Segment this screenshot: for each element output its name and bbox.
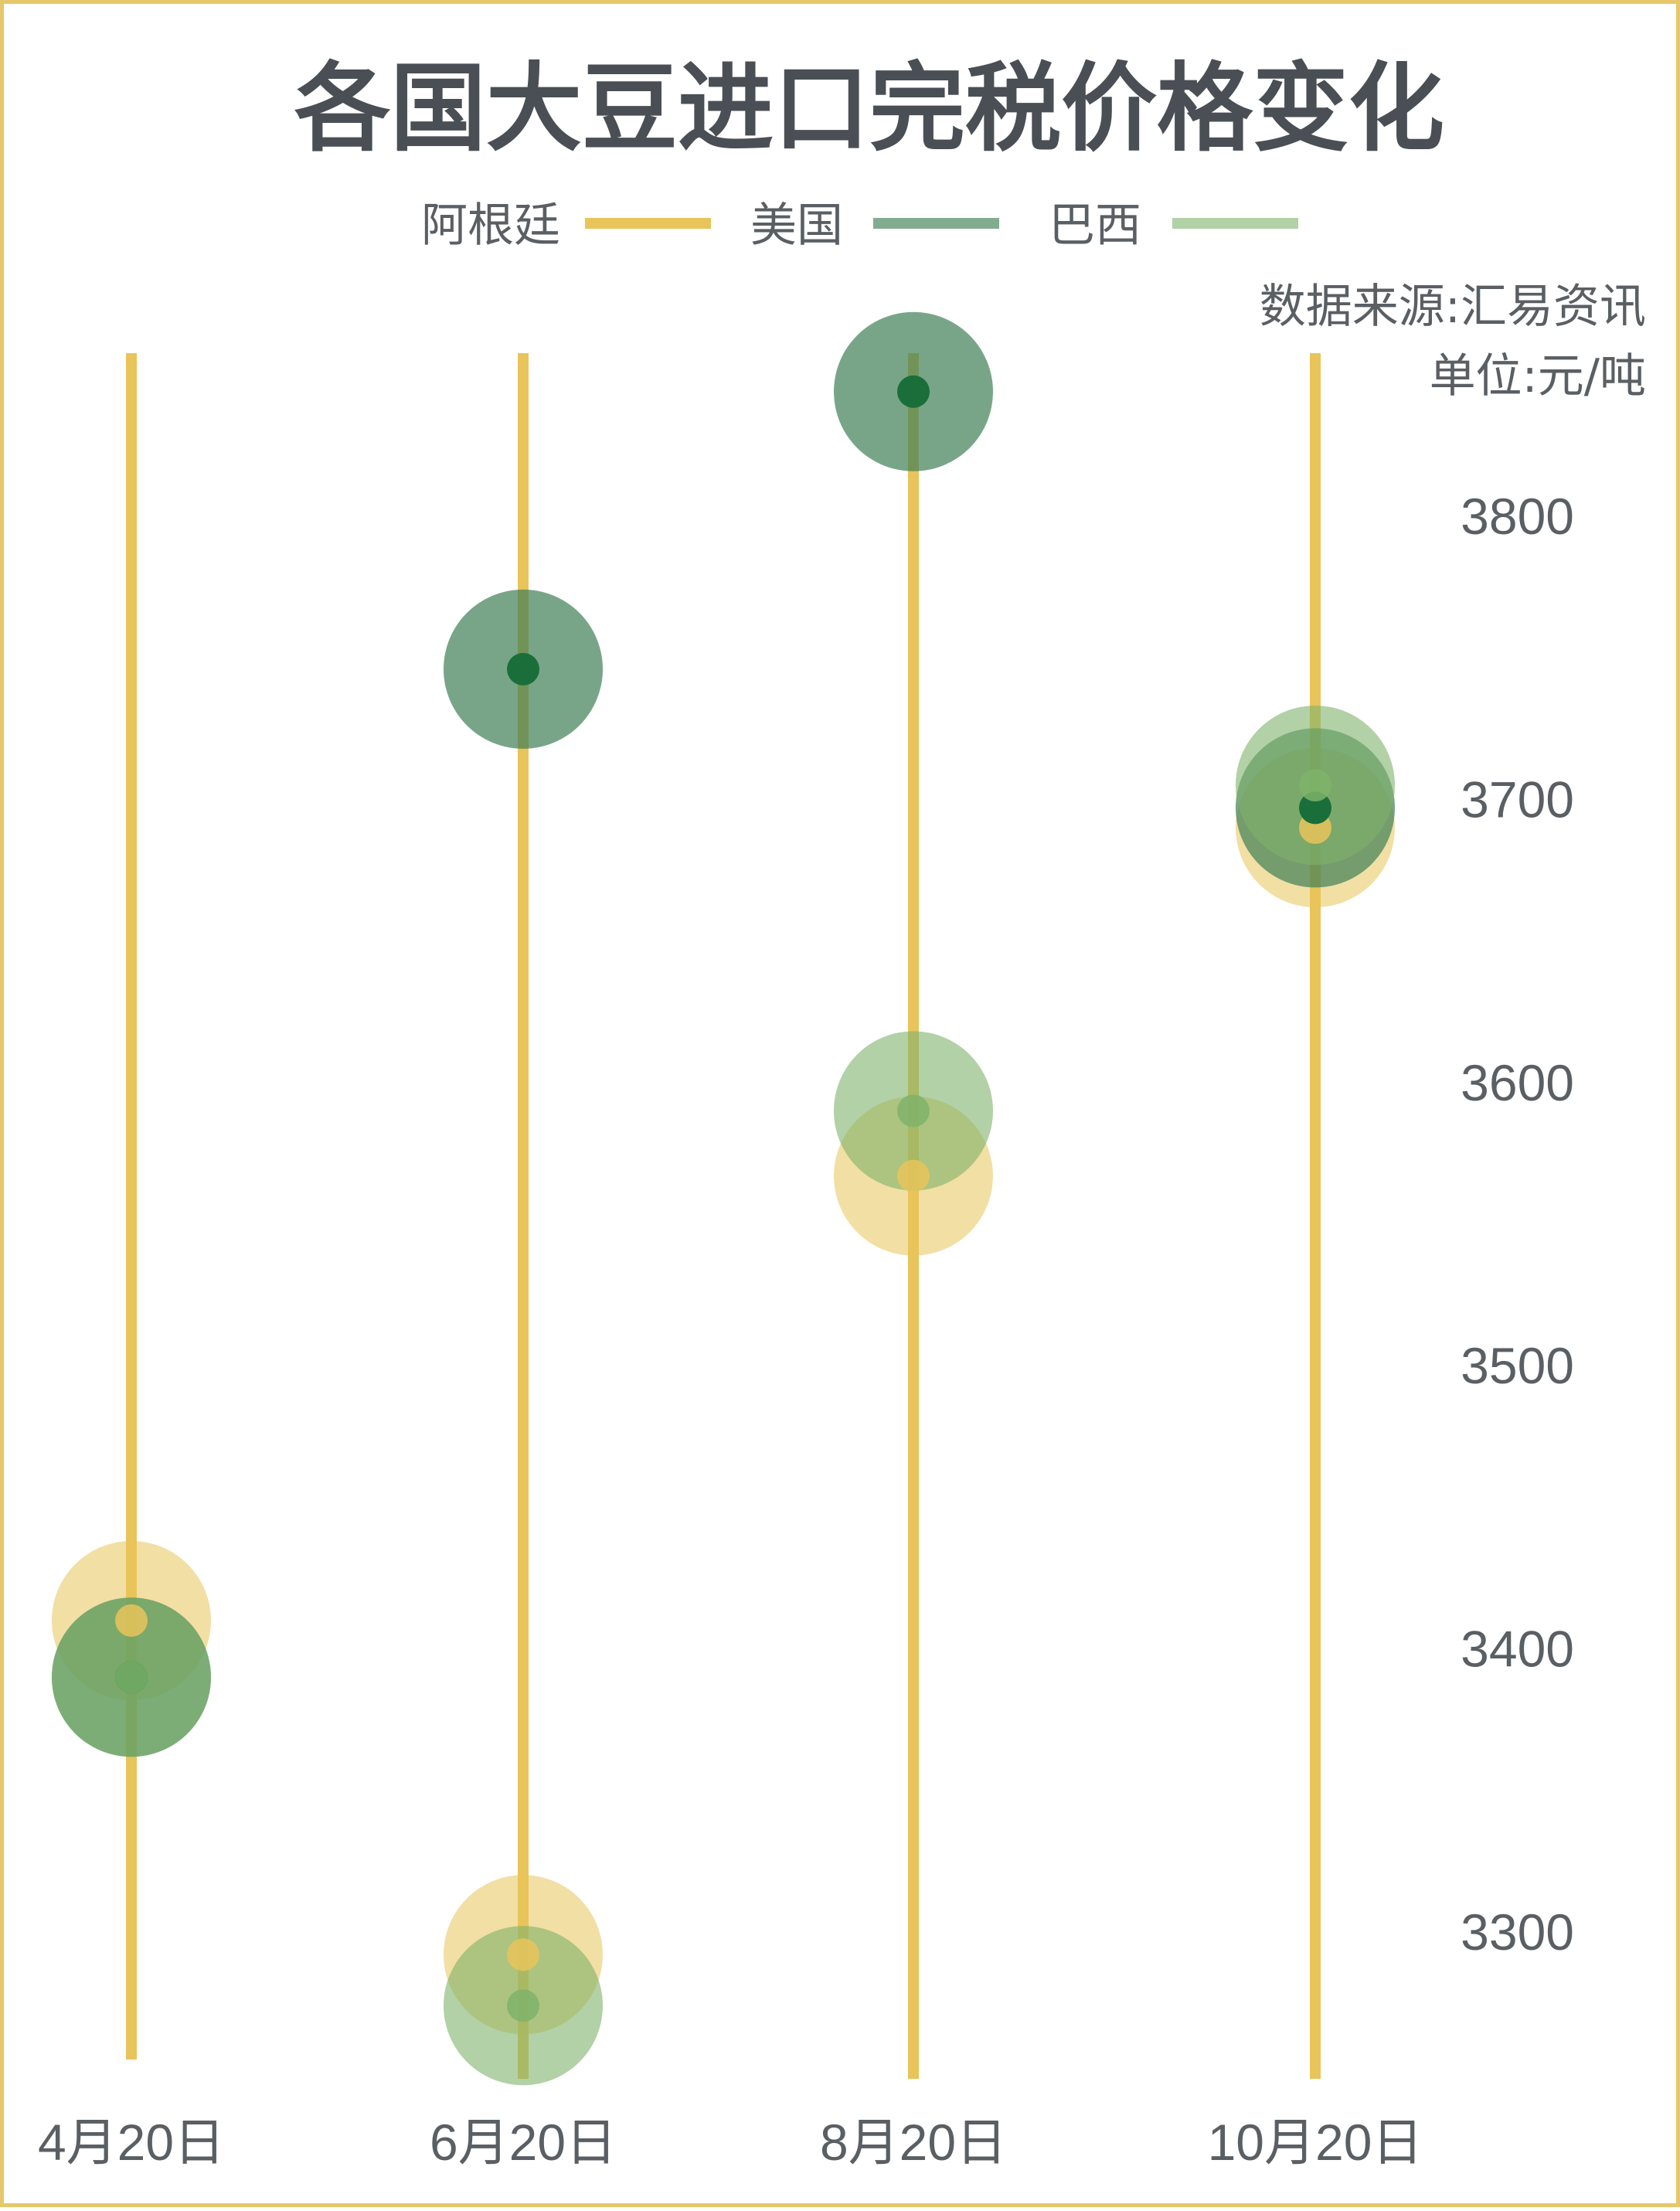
x-tick-label-0: 4月20日	[38, 2114, 225, 2171]
unit-note: 单位:元/吨	[1430, 349, 1646, 403]
chart-title: 各国大豆进口完税价格变化	[294, 53, 1444, 165]
x-axis-ticks: 4月20日 6月20日 8月20日 10月20日	[38, 2114, 1423, 2171]
point-2-0	[115, 1661, 148, 1694]
legend-label-brazil: 巴西	[1049, 199, 1141, 253]
category-stems	[126, 353, 1321, 2079]
point-1-1	[507, 652, 539, 685]
point-2-3	[1299, 769, 1331, 802]
x-tick-label-2: 8月20日	[820, 2114, 1007, 2171]
y-tick-label-3: 3600	[1461, 1054, 1574, 1111]
y-tick-label-5: 3800	[1461, 488, 1574, 545]
point-1-2	[897, 375, 930, 408]
y-tick-label-2: 3500	[1461, 1337, 1574, 1394]
point-2-1	[507, 1989, 539, 2022]
point-2-2	[897, 1094, 930, 1128]
point-0-2	[897, 1159, 930, 1192]
legend: 阿根廷 美国 巴西	[421, 199, 1298, 253]
y-tick-label-0: 3300	[1461, 1903, 1574, 1961]
legend-label-usa: 美国	[750, 199, 843, 253]
y-tick-label-1: 3400	[1461, 1621, 1574, 1678]
point-1-3	[1299, 791, 1331, 825]
x-tick-label-1: 6月20日	[430, 2114, 617, 2171]
chart-canvas: 各国大豆进口完税价格变化 阿根廷 美国 巴西 数据来源:汇易资讯 单位:元/吨 …	[38, 53, 1646, 2171]
point-0-1	[507, 1938, 539, 1971]
y-tick-label-4: 3700	[1461, 770, 1574, 828]
data-bubbles	[52, 311, 1395, 2086]
x-tick-label-3: 10月20日	[1208, 2114, 1423, 2171]
point-0-0	[115, 1604, 148, 1637]
source-note: 数据来源:汇易资讯	[1260, 280, 1646, 334]
y-axis-ticks: 3300 3400 3500 3600 3700 3800	[1461, 488, 1574, 1961]
legend-label-argentina: 阿根廷	[421, 199, 560, 253]
